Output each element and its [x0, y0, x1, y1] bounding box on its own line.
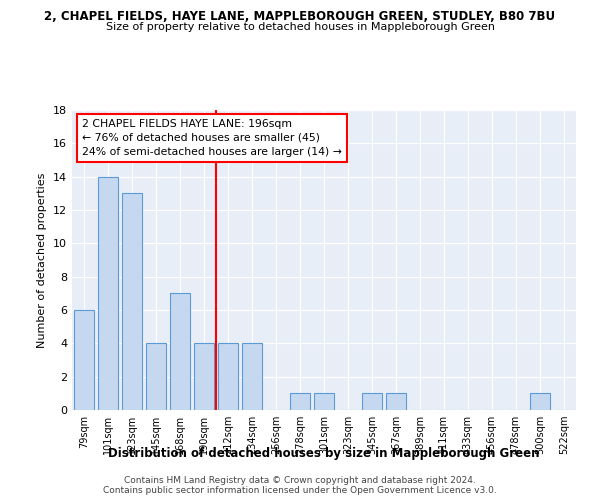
Y-axis label: Number of detached properties: Number of detached properties [37, 172, 47, 348]
Bar [314, 394, 334, 410]
Bar [386, 394, 406, 410]
Bar [290, 394, 310, 410]
Bar [122, 194, 142, 410]
Bar [98, 176, 118, 410]
Bar [170, 294, 190, 410]
Bar [362, 394, 382, 410]
Bar [530, 394, 550, 410]
Text: 2, CHAPEL FIELDS, HAYE LANE, MAPPLEBOROUGH GREEN, STUDLEY, B80 7BU: 2, CHAPEL FIELDS, HAYE LANE, MAPPLEBOROU… [44, 10, 556, 23]
Text: Size of property relative to detached houses in Mappleborough Green: Size of property relative to detached ho… [106, 22, 494, 32]
Bar [146, 344, 166, 410]
Text: Contains HM Land Registry data © Crown copyright and database right 2024.
Contai: Contains HM Land Registry data © Crown c… [103, 476, 497, 495]
Bar [242, 344, 262, 410]
Text: Distribution of detached houses by size in Mappleborough Green: Distribution of detached houses by size … [108, 448, 540, 460]
Bar [74, 310, 94, 410]
Bar [194, 344, 214, 410]
Bar [218, 344, 238, 410]
Text: 2 CHAPEL FIELDS HAYE LANE: 196sqm
← 76% of detached houses are smaller (45)
24% : 2 CHAPEL FIELDS HAYE LANE: 196sqm ← 76% … [82, 119, 342, 157]
